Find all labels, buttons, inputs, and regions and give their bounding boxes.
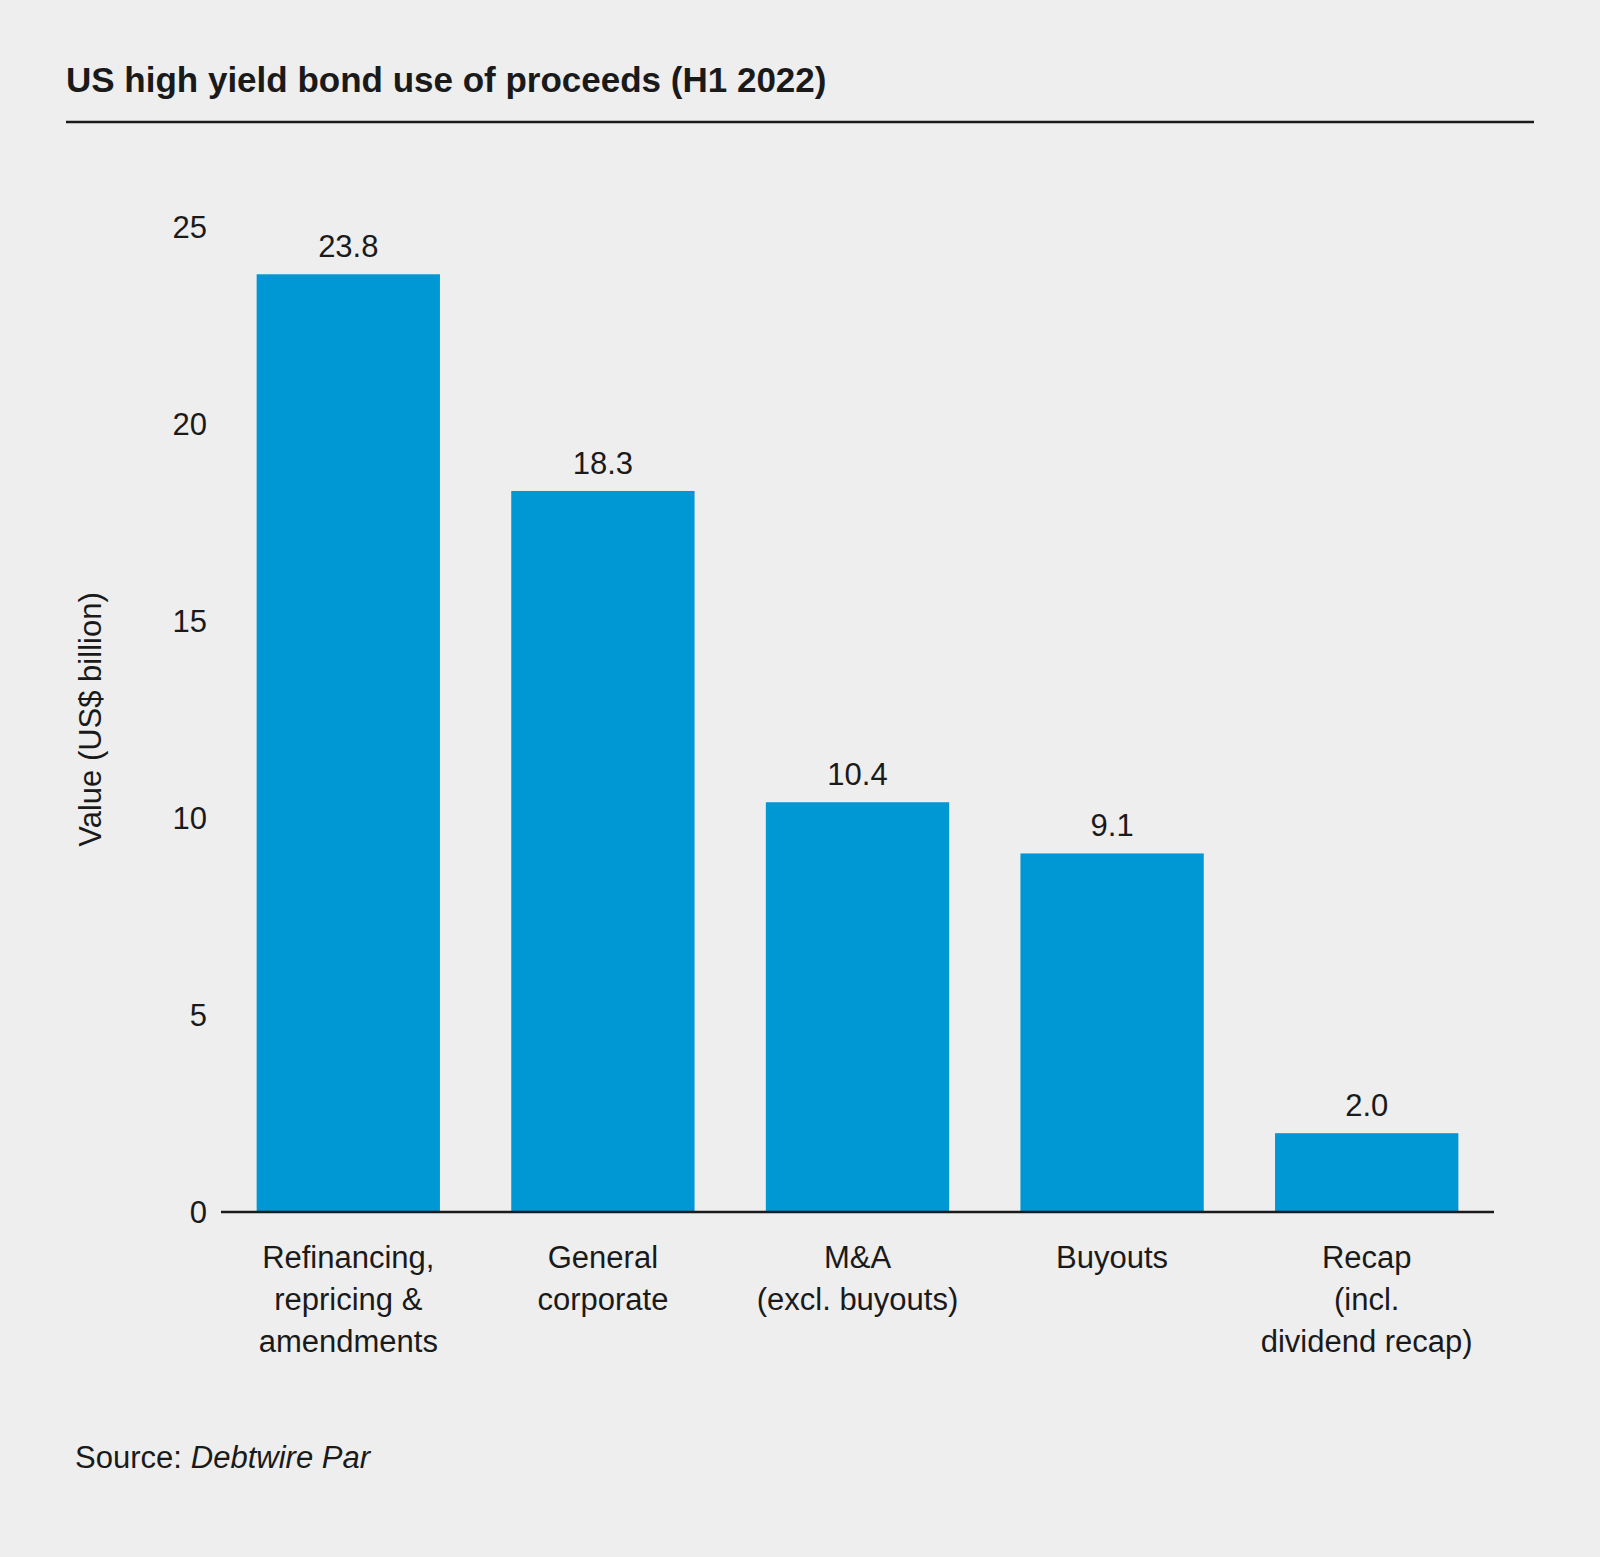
y-tick-label: 10 bbox=[173, 801, 207, 836]
x-tick-label: M&A (excl. buyouts) bbox=[757, 1240, 959, 1317]
y-axis-title: Value (US$ billion) bbox=[73, 592, 108, 846]
data-label: 9.1 bbox=[1091, 808, 1134, 843]
bar bbox=[257, 274, 440, 1212]
x-tick-label-line: (excl. buyouts) bbox=[757, 1282, 959, 1317]
source: Debtwire Par bbox=[191, 1440, 372, 1475]
bar bbox=[1275, 1133, 1458, 1212]
bar bbox=[1020, 853, 1203, 1212]
background bbox=[0, 0, 1600, 1557]
x-tick-label: Recap (incl. dividend recap) bbox=[1261, 1240, 1473, 1359]
y-tick-label: 20 bbox=[173, 407, 207, 442]
y-tick-label: 15 bbox=[173, 604, 207, 639]
y-tick-label: 25 bbox=[173, 210, 207, 245]
source-label: Source: bbox=[75, 1440, 182, 1475]
x-tick-label: Buyouts bbox=[1056, 1240, 1168, 1275]
chart: US high yield bond use of proceeds (H1 2… bbox=[0, 0, 1600, 1557]
title: US high yield bond use of proceeds (H1 2… bbox=[66, 60, 826, 99]
x-tick-label: Refinancing, repricing & amendments bbox=[259, 1240, 438, 1359]
x-tick-label-line: M&A bbox=[824, 1240, 892, 1275]
x-tick-label-line: Refinancing, bbox=[262, 1240, 434, 1275]
x-tick-label-line: Buyouts bbox=[1056, 1240, 1168, 1275]
y-tick-label: 5 bbox=[190, 998, 207, 1033]
x-tick-label-line: repricing & bbox=[274, 1282, 422, 1317]
x-axis-line bbox=[221, 1211, 1494, 1214]
x-tick-label-line: corporate bbox=[537, 1282, 668, 1317]
x-tick-label-line: (incl. bbox=[1334, 1282, 1399, 1317]
x-tick-label: General corporate bbox=[537, 1240, 668, 1317]
data-label: 18.3 bbox=[573, 446, 633, 481]
x-tick-label-line: Recap bbox=[1322, 1240, 1412, 1275]
title-rule bbox=[66, 121, 1534, 124]
x-tick-label-line: amendments bbox=[259, 1324, 438, 1359]
bar bbox=[766, 802, 949, 1212]
data-label: 2.0 bbox=[1345, 1088, 1388, 1123]
data-label: 10.4 bbox=[827, 757, 887, 792]
y-tick-label: 0 bbox=[190, 1195, 207, 1230]
data-label: 23.8 bbox=[318, 229, 378, 264]
bars bbox=[257, 274, 1459, 1212]
bar bbox=[511, 491, 694, 1212]
x-tick-label-line: General bbox=[548, 1240, 658, 1275]
x-tick-label-line: dividend recap) bbox=[1261, 1324, 1473, 1359]
